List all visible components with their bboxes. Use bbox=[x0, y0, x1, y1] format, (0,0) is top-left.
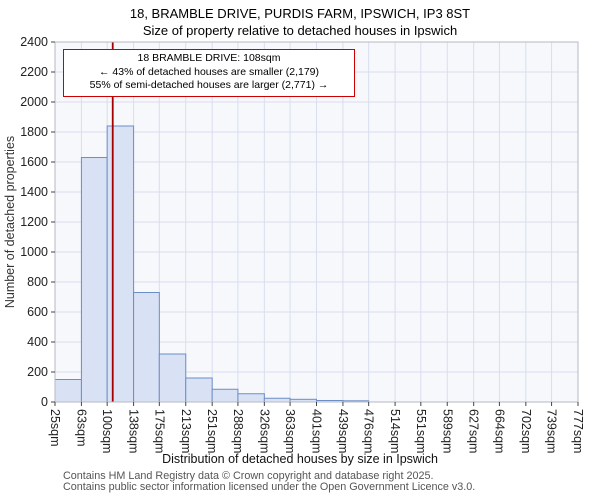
chart-subtitle: Size of property relative to detached ho… bbox=[142, 23, 458, 38]
x-tick-label: 476sqm bbox=[362, 409, 376, 453]
y-tick-label: 2400 bbox=[20, 35, 48, 49]
histogram-bar bbox=[237, 393, 265, 403]
histogram-bar bbox=[158, 353, 187, 403]
x-tick-label: 63sqm bbox=[74, 409, 88, 447]
histogram-bar bbox=[80, 157, 108, 403]
x-tick-label: 288sqm bbox=[231, 409, 245, 453]
property-annotation-box: 18 BRAMBLE DRIVE: 108sqm ← 43% of detach… bbox=[63, 49, 355, 97]
y-tick-label: 2200 bbox=[20, 65, 48, 79]
x-axis-label: Distribution of detached houses by size … bbox=[162, 452, 438, 466]
x-tick-label: 251sqm bbox=[205, 409, 219, 453]
x-tick-label: 439sqm bbox=[336, 409, 350, 453]
y-tick-label: 1400 bbox=[20, 185, 48, 199]
x-tick-label: 213sqm bbox=[179, 409, 193, 453]
histogram-bar bbox=[54, 379, 82, 403]
annotation-larger-pct: 55% of semi-detached houses are larger (… bbox=[89, 79, 329, 92]
y-tick-label: 0 bbox=[41, 395, 48, 409]
x-tick-label: 175sqm bbox=[152, 409, 166, 453]
y-tick-label: 200 bbox=[27, 365, 48, 379]
y-tick-label: 1200 bbox=[20, 215, 48, 229]
x-tick-label: 138sqm bbox=[127, 409, 141, 453]
x-tick-label: 702sqm bbox=[519, 409, 533, 453]
annotation-property-size: 18 BRAMBLE DRIVE: 108sqm bbox=[137, 52, 281, 64]
y-axis-label: Number of detached properties bbox=[3, 136, 17, 308]
y-tick-label: 1000 bbox=[20, 245, 48, 259]
x-tick-label: 627sqm bbox=[467, 409, 481, 453]
annotation-smaller-pct: ← 43% of detached houses are smaller (2,… bbox=[98, 65, 320, 78]
x-tick-label: 777sqm bbox=[571, 409, 585, 453]
x-tick-label: 25sqm bbox=[48, 409, 62, 447]
footer-open-licence: Contains public sector information licen… bbox=[63, 481, 476, 493]
x-tick-label: 363sqm bbox=[283, 409, 297, 453]
histogram-bar bbox=[185, 377, 213, 403]
footer-land-registry: Contains HM Land Registry data © Crown c… bbox=[63, 470, 434, 482]
x-tick-label: 100sqm bbox=[100, 409, 114, 453]
x-tick-label: 326sqm bbox=[257, 409, 271, 453]
x-tick-label: 551sqm bbox=[414, 409, 428, 453]
x-tick-label: 589sqm bbox=[440, 409, 454, 453]
y-tick-label: 2000 bbox=[20, 95, 48, 109]
histogram-bar bbox=[106, 125, 135, 403]
y-tick-label: 600 bbox=[27, 305, 48, 319]
histogram-bar bbox=[211, 388, 239, 403]
x-tick-label: 664sqm bbox=[492, 409, 506, 453]
x-tick-label: 401sqm bbox=[310, 409, 324, 453]
y-tick-label: 400 bbox=[27, 335, 48, 349]
y-tick-label: 1800 bbox=[20, 125, 48, 139]
histogram-bar bbox=[263, 397, 291, 403]
y-tick-label: 800 bbox=[27, 275, 48, 289]
y-tick-label: 1600 bbox=[20, 155, 48, 169]
x-tick-label: 739sqm bbox=[545, 409, 559, 453]
chart-title-address: 18, BRAMBLE DRIVE, PURDIS FARM, IPSWICH,… bbox=[129, 6, 471, 21]
histogram-bar bbox=[133, 292, 160, 403]
x-tick-label: 514sqm bbox=[388, 409, 402, 453]
